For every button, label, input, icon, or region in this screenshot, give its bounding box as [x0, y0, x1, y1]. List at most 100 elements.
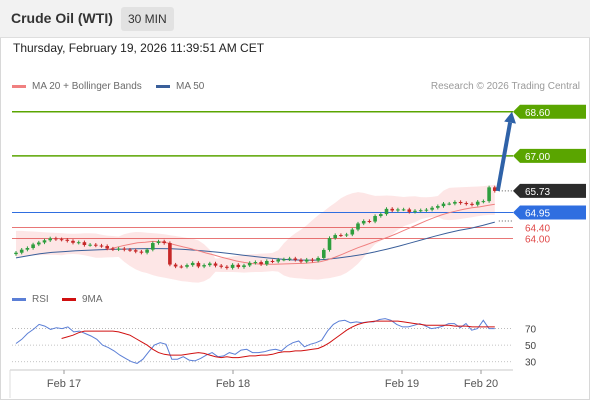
candle-body [413, 210, 417, 212]
candle-body [316, 257, 320, 261]
candle-body [145, 249, 149, 253]
candle-body [470, 203, 474, 205]
candle-body [481, 201, 486, 203]
candle-body [356, 223, 360, 230]
candle-body [361, 220, 366, 224]
rsi-tick-label-1: 50 [525, 341, 537, 352]
candle-body [299, 259, 303, 262]
candle-body [111, 248, 115, 250]
candle-body [14, 252, 18, 255]
rsi-swatch [12, 297, 26, 301]
legend-9ma-label: 9MA [82, 294, 103, 305]
candle-body [344, 234, 349, 236]
candle-body [373, 216, 377, 222]
candle-body [396, 209, 400, 211]
candle-body [230, 264, 235, 268]
legend-ma50: MA 50 [156, 81, 204, 92]
x-tick-label-1: Feb 18 [216, 378, 250, 390]
candle-body [173, 264, 178, 267]
candle-body [133, 250, 138, 252]
rsi-9ma-line [61, 320, 495, 359]
candle-body [487, 187, 491, 202]
candle-body [59, 239, 64, 241]
candle-body [453, 201, 457, 204]
candle-body [282, 259, 286, 261]
bollinger-band [16, 184, 495, 283]
candle-body [25, 248, 30, 250]
candle-body [464, 203, 469, 205]
candle-body [225, 266, 229, 268]
candle-body [116, 248, 121, 250]
candle-body [270, 260, 275, 262]
rsi-tick-label-2: 30 [525, 358, 537, 369]
candle-body [185, 265, 189, 267]
candle-body [379, 214, 383, 217]
candle-body [407, 209, 412, 212]
x-tick-label-2: Feb 19 [385, 378, 419, 390]
candle-body [247, 262, 252, 266]
candle-body [418, 210, 423, 212]
legend-9ma: 9MA [62, 294, 103, 305]
ma20-line [107, 203, 495, 265]
rsi-tick-label-0: 70 [525, 325, 537, 336]
level-tag-3 [513, 205, 586, 220]
x-tick-label-3: Feb 20 [464, 378, 498, 390]
candle-body [333, 235, 337, 239]
level-label-0: 68.60 [525, 108, 550, 119]
interval-button[interactable]: 30 MIN [121, 7, 174, 31]
candle-body [339, 235, 343, 237]
candle-body [54, 238, 58, 240]
candle-body [19, 249, 24, 253]
candle-body [139, 251, 144, 253]
candle-body [384, 208, 389, 215]
candle-body [219, 265, 223, 267]
candle-body [458, 201, 463, 204]
legend-ma50-label: MA 50 [176, 81, 205, 92]
candle-body [42, 240, 47, 243]
candle-body [82, 242, 87, 245]
candle-body [48, 238, 52, 241]
forecast-arrow-shaft [495, 122, 513, 192]
copyright-notice: Research © 2026 Trading Central [430, 81, 580, 92]
candle-body [424, 209, 429, 211]
ma9-swatch [62, 297, 76, 301]
ma50-line [15, 221, 495, 261]
candle-body [447, 203, 451, 205]
candle-body [156, 241, 161, 244]
candle-body [293, 258, 298, 260]
legend-ma20: MA 20 + Bollinger Bands [12, 81, 142, 92]
candle-body [475, 201, 480, 205]
rsi-line [15, 318, 495, 364]
candle-body [310, 259, 315, 261]
level-label-1: 67.00 [525, 152, 550, 163]
candle-body [276, 259, 280, 262]
candle-body [196, 262, 201, 267]
candle-body [76, 242, 81, 244]
level-tag-2 [513, 183, 586, 198]
candle-body [31, 244, 35, 249]
level-label-5: 64.00 [525, 235, 550, 246]
candle-body [88, 244, 92, 246]
candle-body [265, 260, 269, 265]
ma50-swatch [156, 84, 170, 88]
candles [14, 185, 497, 270]
timestamp: Thursday, February 19, 2026 11:39:51 AM … [13, 41, 265, 55]
candle-body [162, 241, 166, 244]
candle-body [242, 265, 246, 268]
candle-body [190, 262, 195, 266]
legend-ma20-label: MA 20 + Bollinger Bands [32, 81, 142, 92]
candle-body [94, 244, 98, 246]
candle-body [304, 259, 309, 262]
level-tag-1 [513, 148, 586, 163]
candle-body [401, 209, 406, 211]
legend-rsi-label: RSI [32, 294, 49, 305]
candle-body [122, 248, 127, 250]
candle-body [287, 258, 292, 260]
candle-body [208, 263, 212, 266]
candle-body [99, 245, 104, 247]
candle-body [65, 239, 70, 241]
candle-body [213, 263, 218, 266]
candle-body [259, 262, 263, 265]
candle-body [430, 207, 434, 210]
